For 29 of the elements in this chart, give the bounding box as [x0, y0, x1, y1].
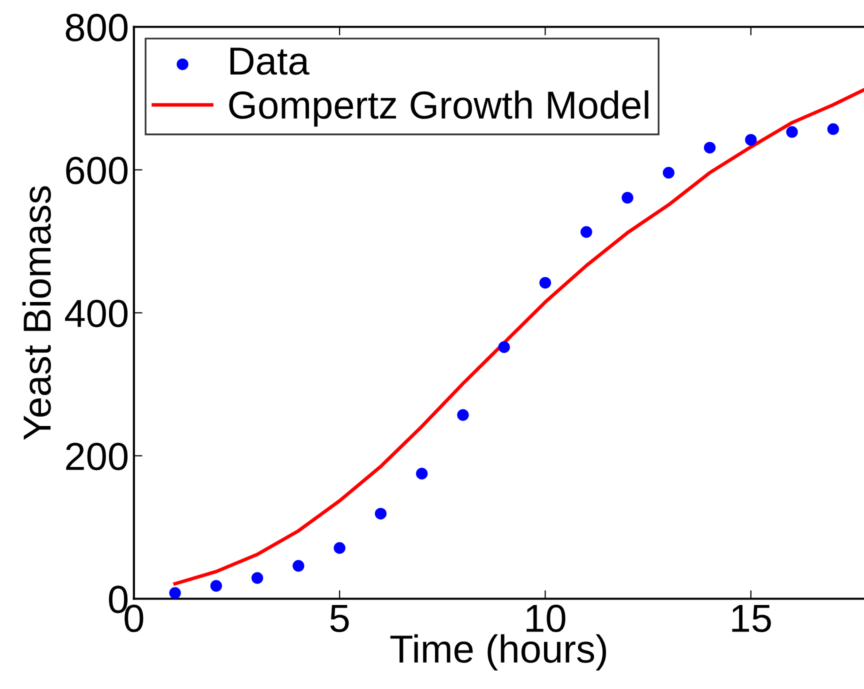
point — [457, 409, 469, 421]
point — [374, 508, 387, 520]
point — [745, 134, 757, 146]
point — [580, 226, 592, 238]
point — [662, 166, 674, 179]
y-tick-label: 200 — [66, 442, 128, 470]
x-tick-label: 15 — [732, 605, 771, 632]
x-tick-label: 5 — [330, 605, 349, 632]
x-axis-title: Time (hours) — [390, 634, 606, 671]
point — [827, 123, 839, 135]
y-tick-label: 400 — [65, 300, 128, 328]
y-axis-title: Yeast Biomass — [22, 186, 51, 440]
point — [251, 572, 264, 584]
point — [210, 580, 222, 592]
line-series — [173, 88, 864, 586]
point — [539, 276, 552, 289]
point — [334, 542, 346, 554]
point — [292, 560, 304, 572]
point — [498, 341, 510, 353]
point — [704, 142, 716, 154]
legend-label: Gompertz Growth Model — [229, 90, 648, 127]
y-tick-label: 800 — [66, 14, 128, 42]
legend-label: Data — [230, 48, 310, 75]
point — [786, 126, 798, 138]
point — [622, 192, 634, 204]
point — [169, 587, 181, 599]
point — [416, 468, 428, 480]
y-tick-label: 600 — [66, 156, 128, 184]
x-tick-label: 10 — [526, 604, 566, 632]
